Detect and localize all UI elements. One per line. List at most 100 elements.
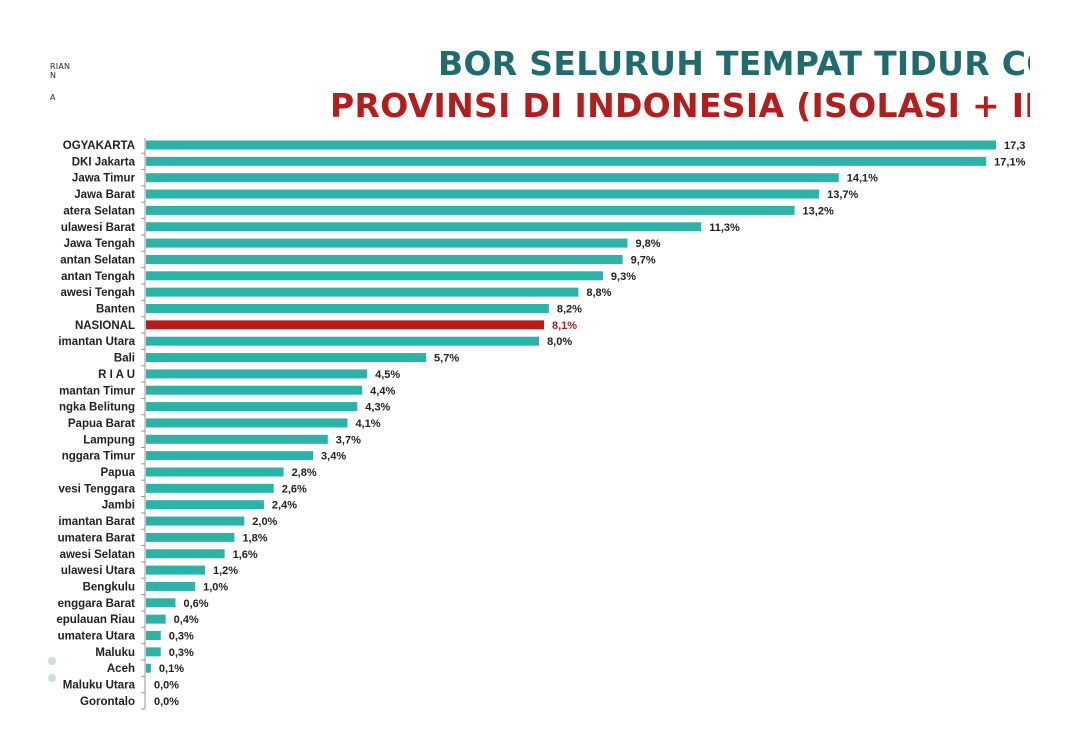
category-label: OGYAKARTA <box>63 140 135 152</box>
category-label: R I A U <box>98 369 135 381</box>
logo-dot <box>48 657 56 665</box>
bar <box>146 631 161 640</box>
value-label: 13,2% <box>803 205 834 217</box>
category-label: mantan Timur <box>59 385 135 397</box>
value-label: 9,3% <box>611 271 636 283</box>
category-label: Jawa Barat <box>74 189 135 201</box>
category-label: Papua Barat <box>68 418 135 430</box>
value-label: 9,7% <box>631 254 656 266</box>
bar <box>146 369 368 379</box>
category-label: nggara Timur <box>62 451 136 463</box>
value-label: 1,8% <box>242 532 267 544</box>
value-label: 0,4% <box>174 614 199 626</box>
bar <box>146 434 328 444</box>
value-label: 0,3% <box>169 631 194 643</box>
category-label: Jawa Tengah <box>64 238 135 250</box>
category-label: awesi Selatan <box>60 549 135 561</box>
bar <box>146 598 176 608</box>
bar <box>146 287 579 297</box>
category-label: Gorontalo <box>80 696 135 708</box>
category-label: antan Tengah <box>61 271 135 283</box>
category-label: Jambi <box>102 500 135 512</box>
value-label: 2,6% <box>282 483 307 495</box>
value-label: 0,0% <box>154 680 179 692</box>
value-label: 4,4% <box>370 385 395 397</box>
category-label: imantan Barat <box>58 516 135 528</box>
bar <box>146 614 166 624</box>
value-label: 2,4% <box>272 500 297 512</box>
category-label: Maluku <box>95 647 135 659</box>
bar <box>146 271 603 281</box>
value-label: 13,7% <box>827 189 858 201</box>
category-label: Bali <box>114 353 135 365</box>
bar <box>146 140 996 150</box>
bar-nasional <box>146 320 544 330</box>
category-label: Papua <box>100 467 135 479</box>
bar <box>146 549 225 559</box>
value-label: 1,6% <box>233 549 258 561</box>
bar <box>146 483 274 493</box>
category-label: Jawa Timur <box>72 173 136 185</box>
value-label: 8,0% <box>547 336 572 348</box>
bar <box>146 254 623 264</box>
value-label: 1,0% <box>203 581 228 593</box>
category-label: enggara Barat <box>58 598 136 610</box>
category-label: Aceh <box>107 663 135 675</box>
value-label: 8,8% <box>586 287 611 299</box>
bar <box>146 353 427 363</box>
value-label: 2,8% <box>292 467 317 479</box>
category-label: awesi Tengah <box>60 287 135 299</box>
bar <box>146 173 839 183</box>
value-label: 14,1% <box>847 173 878 185</box>
value-label: 4,1% <box>355 418 380 430</box>
bar <box>146 565 205 575</box>
category-label: vesi Tenggara <box>59 483 136 495</box>
chart-title-line2: PROVINSI DI INDONESIA (ISOLASI + INT <box>330 86 1076 125</box>
bar <box>146 647 161 657</box>
category-label: ulawesi Barat <box>61 222 135 234</box>
bar <box>146 451 314 461</box>
value-label: 0,1% <box>159 663 184 675</box>
bar <box>146 222 702 232</box>
bar <box>146 189 820 199</box>
bar <box>146 156 987 166</box>
value-label: 11,3% <box>709 222 740 234</box>
category-label: Lampung <box>83 434 135 446</box>
bar <box>146 467 284 477</box>
value-label: 8,1% <box>552 320 577 332</box>
bar <box>146 516 245 526</box>
bar <box>146 500 264 510</box>
value-label: 9,8% <box>636 238 661 250</box>
category-label: ngka Belitung <box>59 402 135 414</box>
value-label: 2,0% <box>252 516 277 528</box>
logo-dot <box>48 674 56 682</box>
category-label: Banten <box>96 304 135 316</box>
category-label: umatera Utara <box>58 631 136 643</box>
value-label: 0,3% <box>169 647 194 659</box>
category-label: antan Selatan <box>60 254 135 266</box>
value-label: 4,3% <box>365 402 390 414</box>
logo-text-line2: N <box>50 71 57 80</box>
logo-text-line3: A <box>50 93 56 102</box>
bar <box>146 304 549 313</box>
category-label: Bengkulu <box>83 581 135 593</box>
value-label: 3,4% <box>321 451 346 463</box>
category-label: Maluku Utara <box>63 680 136 692</box>
logo-text-line1: RIAN <box>50 62 71 71</box>
value-label: 3,7% <box>336 434 361 446</box>
bar <box>146 385 363 395</box>
value-label: 8,2% <box>557 304 582 316</box>
bar <box>146 418 348 428</box>
value-label: 4,5% <box>375 369 400 381</box>
category-label: imantan Utara <box>58 336 135 348</box>
category-label: epulauan Riau <box>56 614 135 626</box>
cropped-edge <box>1030 0 1080 735</box>
bar <box>146 581 196 591</box>
bar <box>146 238 628 248</box>
bar <box>146 402 358 412</box>
bar <box>146 663 151 673</box>
chart-title-line1: BOR SELURUH TEMPAT TIDUR COV <box>438 44 1080 83</box>
value-label: 17,1% <box>994 156 1025 168</box>
